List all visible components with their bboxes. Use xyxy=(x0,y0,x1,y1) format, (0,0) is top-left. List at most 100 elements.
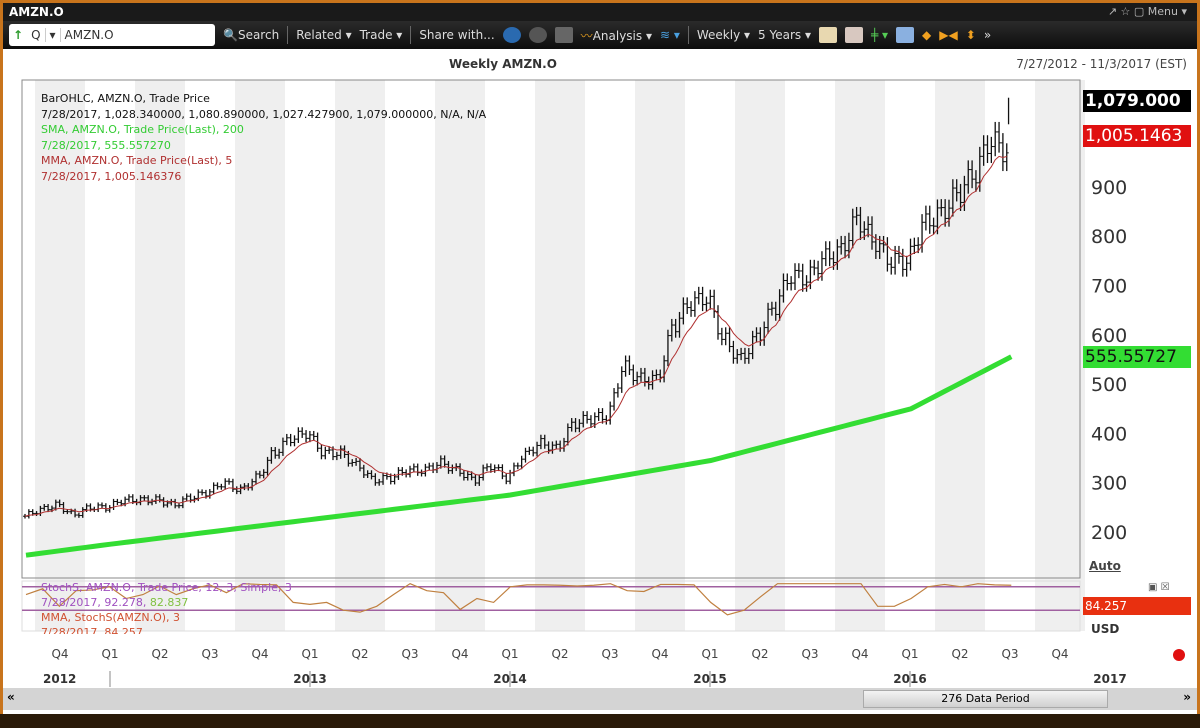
mma-line xyxy=(24,155,1007,517)
search-button[interactable]: 🔍Search xyxy=(223,28,280,42)
year-label: 2012 xyxy=(43,672,76,686)
stoch-plot-area xyxy=(21,580,1081,632)
related-menu[interactable]: Related ▾ xyxy=(296,28,352,42)
chart-panel: Weekly AMZN.O 7/27/2012 - 11/3/2017 (EST… xyxy=(3,49,1197,714)
panel-controls[interactable]: ▣ ☒ xyxy=(1148,582,1170,593)
date-range: 7/27/2012 - 11/3/2017 (EST) xyxy=(1016,57,1187,71)
scroll-thumb[interactable]: 276 Data Period xyxy=(863,690,1108,708)
quarter-label: Q2 xyxy=(151,647,168,661)
undo-icon[interactable] xyxy=(502,27,521,43)
time-scrollbar[interactable]: « 276 Data Period » xyxy=(3,688,1197,710)
auto-scale-button[interactable]: Auto xyxy=(1089,559,1121,573)
quarter-stripe xyxy=(235,80,285,631)
more-button[interactable]: » xyxy=(983,28,992,42)
quarter-label: Q4 xyxy=(451,647,468,661)
line-chart-icon[interactable] xyxy=(818,27,837,43)
scroll-end-button[interactable]: » xyxy=(1183,690,1191,704)
quarter-stripe xyxy=(35,80,85,631)
zoom-horizontal-icon[interactable]: ◆ xyxy=(922,28,932,42)
quote-type[interactable]: Q xyxy=(31,28,41,42)
y-tick-label: 800 xyxy=(1091,226,1127,248)
last-price-badge: 1,079.000 xyxy=(1083,90,1191,112)
y-tick-label: 300 xyxy=(1091,473,1127,495)
quarter-label: Q2 xyxy=(951,647,968,661)
window-controls[interactable]: ↗ ☆ ▢ Menu ▾ xyxy=(1107,5,1187,18)
scroll-start-button[interactable]: « xyxy=(7,690,15,704)
status-dot xyxy=(1173,649,1185,661)
candle-chart-icon[interactable] xyxy=(844,27,863,43)
window-title: AMZN.O xyxy=(9,5,64,19)
quarter-label: Q1 xyxy=(901,647,918,661)
analysis-icon: 〰 xyxy=(580,28,593,43)
legend-line: SMA, AMZN.O, Trade Price(Last), 200 xyxy=(41,123,244,136)
quarter-stripe xyxy=(835,80,885,631)
quarter-label: Q3 xyxy=(1001,647,1018,661)
quarter-label: Q3 xyxy=(601,647,618,661)
divider xyxy=(410,26,412,44)
y-tick-label: 400 xyxy=(1091,423,1127,445)
year-label: 2017 xyxy=(1093,672,1126,686)
quarter-label: Q2 xyxy=(751,647,768,661)
sma-badge: 555.55727 xyxy=(1083,346,1191,368)
quarter-label: Q2 xyxy=(551,647,568,661)
analysis-menu[interactable]: 〰Analysis ▾ xyxy=(580,28,652,43)
quarter-stripe xyxy=(335,80,385,631)
quarter-label: Q1 xyxy=(701,647,718,661)
quarter-stripe xyxy=(435,80,485,631)
quarter-label: Q4 xyxy=(251,647,268,661)
quarter-stripe xyxy=(735,80,785,631)
folder-icon[interactable] xyxy=(554,27,573,43)
quarter-label: Q1 xyxy=(501,647,518,661)
crosshair-icon[interactable]: ╪ ▾ xyxy=(870,28,889,42)
legend-line: 82.837 xyxy=(149,596,189,609)
legend-line: 7/28/2017, 92.278, xyxy=(41,596,150,609)
y-tick-label: 200 xyxy=(1091,522,1127,544)
up-arrow-icon: ↑ xyxy=(13,28,24,42)
price-plot-area xyxy=(21,79,1081,579)
legend-line: MMA, AMZN.O, Trade Price(Last), 5 xyxy=(41,154,233,167)
quarter-label: Q2 xyxy=(351,647,368,661)
redo-icon[interactable] xyxy=(528,27,547,43)
price-chart[interactable]: 200 300 400 500 600 700 800 900 Q4 Q1 Q2 Q3 Q4 Q1 Q2 Q3… xyxy=(3,49,1197,689)
quarter-label: Q3 xyxy=(401,647,418,661)
ric-input[interactable]: AMZN.O xyxy=(64,28,114,42)
mma-badge: 1,005.1463 xyxy=(1083,125,1191,147)
zoom-vertical-icon[interactable]: ⬍ xyxy=(965,28,976,42)
legend-line: BarOHLC, AMZN.O, Trade Price xyxy=(41,92,210,105)
ric-input-box[interactable]: ↑ Q ▾ AMZN.O xyxy=(9,24,215,46)
quarter-label: Q3 xyxy=(201,647,218,661)
legend-line: 7/28/2017, 1,005.146376 xyxy=(41,169,182,183)
stoch-legend: StochS, AMZN.O, Trade Price, 12, 3, Simp… xyxy=(41,580,292,634)
quarter-stripe xyxy=(1035,80,1085,631)
stoch-line xyxy=(25,583,1012,616)
legend-line: MMA, StochS(AMZN.O), 3 xyxy=(41,611,181,624)
quarter-label: Q1 xyxy=(301,647,318,661)
quarter-stripe xyxy=(935,80,985,631)
toolbar: ↑ Q ▾ AMZN.O 🔍Search Related ▾ Trade ▾ S… xyxy=(3,21,1197,49)
legend-line: StochS, AMZN.O, Trade Price, 12, 3, Simp… xyxy=(41,581,292,594)
interval-select[interactable]: Weekly ▾ xyxy=(696,28,751,42)
quarter-stripe xyxy=(535,80,585,631)
quarter-label: Q1 xyxy=(101,647,118,661)
legend-line: 7/28/2017, 84.257 xyxy=(41,626,143,634)
chart-title: Weekly AMZN.O xyxy=(449,57,557,71)
divider xyxy=(687,26,689,44)
overlay-icon[interactable]: ≋ ▾ xyxy=(659,28,680,42)
sma-line xyxy=(25,354,1013,558)
range-select[interactable]: 5 Years ▾ xyxy=(758,28,811,42)
taskbar-edge xyxy=(0,714,1200,728)
divider xyxy=(287,26,289,44)
search-icon: 🔍 xyxy=(223,28,238,42)
y-tick-label: 700 xyxy=(1091,276,1127,298)
legend-line: 7/28/2017, 1,028.340000, 1,080.890000, 1… xyxy=(41,107,487,121)
trade-menu[interactable]: Trade ▾ xyxy=(359,28,403,42)
share-button[interactable]: Share with... xyxy=(419,28,495,42)
y-tick-label: 900 xyxy=(1091,177,1127,199)
y-tick-label: 600 xyxy=(1091,325,1127,347)
quarter-stripe xyxy=(635,80,685,631)
chevron-down-icon[interactable]: ▾ xyxy=(44,28,61,42)
fit-icon[interactable]: ▶◀ xyxy=(939,28,958,42)
quarter-label: Q4 xyxy=(1051,647,1068,661)
stoch-badge: 84.257 xyxy=(1083,597,1191,615)
layout-icon[interactable] xyxy=(896,27,915,43)
